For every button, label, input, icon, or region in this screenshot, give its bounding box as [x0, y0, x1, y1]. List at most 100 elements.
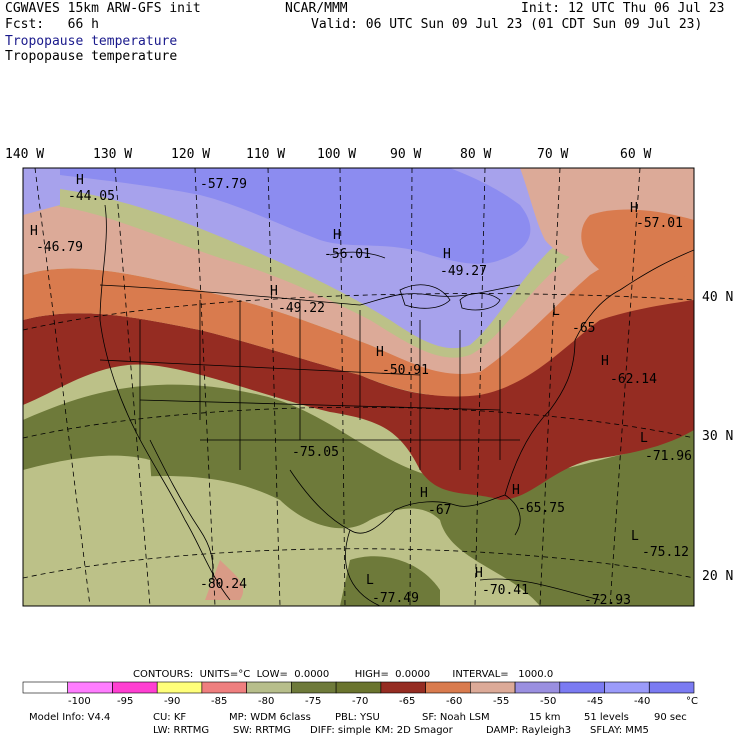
footer-item: 90 sec	[654, 712, 687, 723]
colorbar-swatch	[201, 681, 247, 694]
extremum-symbol: L	[631, 529, 639, 544]
footer-item: MP: WDM 6class	[229, 712, 311, 723]
extremum-symbol: H	[270, 284, 278, 299]
extremum-value: -77.49	[372, 591, 419, 606]
colorbar-swatch	[425, 681, 471, 694]
extremum-value: -56.01	[324, 247, 371, 262]
lon-label: 110 W	[246, 147, 286, 162]
footer-item: DAMP: Rayleigh3	[486, 725, 572, 736]
extremum-value: -49.27	[440, 264, 487, 279]
field-title-secondary: Tropopause temperature	[5, 49, 178, 64]
extremum-value: -50.91	[382, 363, 429, 378]
extremum-symbol: H	[30, 224, 38, 239]
footer-item: 51 levels	[584, 712, 629, 723]
extremum-symbol: L	[640, 431, 648, 446]
extremum-value: -57.01	[636, 216, 683, 231]
colorbar-swatch	[112, 681, 158, 694]
lat-label: 20 N	[702, 569, 734, 584]
colorbar-label: -40	[634, 696, 651, 707]
colorbar-label: -75	[305, 696, 322, 707]
lat-label: 40 N	[702, 290, 734, 305]
shaded-field	[23, 168, 694, 606]
extremum-value: -44.05	[68, 189, 115, 204]
colorbar-swatch	[469, 681, 516, 694]
extremum-value: -49.22	[278, 301, 325, 316]
lon-label: 140 W	[5, 147, 45, 162]
footer-item: 15 km	[529, 712, 561, 723]
colorbar-label: -90	[164, 696, 181, 707]
colorbar-swatch	[291, 681, 337, 694]
footer-item: CU: KF	[153, 712, 187, 723]
colorbar-unit: °C	[686, 696, 698, 707]
footer-item: KM: 2D Smagor	[375, 725, 453, 736]
colorbar-swatch	[335, 681, 382, 694]
colorbar-swatch	[246, 681, 292, 694]
footer-item: SFLAY: MM5	[590, 725, 649, 736]
extremum-value: -80.24	[200, 577, 247, 592]
extremum-value: -70.41	[482, 583, 529, 598]
footer-item: LW: RRTMG	[153, 725, 210, 736]
colorbar-swatch	[559, 681, 605, 694]
extremum-value: -71.96	[645, 449, 692, 464]
extremum-symbol: H	[443, 247, 451, 262]
lon-label: 120 W	[171, 147, 211, 162]
forecast-hour: Fcst: 66 h	[5, 17, 99, 32]
extremum-symbol: H	[601, 354, 609, 369]
contours-info: CONTOURS: UNITS=°C LOW= 0.0000 HIGH= 0.0…	[133, 669, 554, 680]
colorbar-swatch	[67, 681, 113, 694]
init-time: Init: 12 UTC Thu 06 Jul 23	[521, 1, 725, 16]
lon-label: 70 W	[537, 147, 569, 162]
extremum-symbol: L	[366, 573, 374, 588]
field-title-primary: Tropopause temperature	[5, 34, 178, 49]
extremum-symbol: H	[630, 201, 638, 216]
extremum-value: -57.79	[200, 177, 247, 192]
extremum-value: -72.93	[584, 593, 631, 608]
extremum-value: -75.12	[642, 545, 689, 560]
colorbar-swatch	[648, 681, 695, 694]
footer-item: DIFF: simple	[310, 725, 371, 736]
colorbar-swatch	[156, 681, 203, 694]
extremum-symbol: H	[333, 228, 341, 243]
extremum-symbol: H	[512, 483, 520, 498]
footer-item: Model Info: V4.4	[29, 712, 111, 723]
colorbar-label: -60	[446, 696, 463, 707]
extrema-labels: H -44.05 -57.79 H -46.79 H -56.01 H -49.…	[30, 173, 692, 608]
extremum-symbol: H	[376, 345, 384, 360]
colorbar-swatch	[514, 681, 561, 694]
extremum-symbol: L	[552, 304, 560, 319]
lon-label: 100 W	[317, 147, 357, 162]
colorbar-label: -55	[493, 696, 510, 707]
extremum-value: -75.05	[292, 445, 339, 460]
colorbar-label: -95	[117, 696, 134, 707]
colorbar	[22, 681, 695, 694]
organization: NCAR/MMM	[285, 1, 348, 16]
colorbar-label: -45	[587, 696, 604, 707]
colorbar-label: -100	[68, 696, 91, 707]
valid-time: Valid: 06 UTC Sun 09 Jul 23 (01 CDT Sun …	[311, 17, 703, 32]
colorbar-label: -65	[399, 696, 416, 707]
lat-label: 30 N	[702, 429, 734, 444]
colorbar-swatch	[22, 681, 69, 694]
extremum-symbol: H	[76, 173, 84, 188]
colorbar-label: -80	[258, 696, 275, 707]
lon-label: 60 W	[620, 147, 652, 162]
colorbar-swatch	[604, 681, 650, 694]
footer-item: PBL: YSU	[335, 712, 380, 723]
extremum-symbol: H	[475, 566, 483, 581]
colorbar-label: -50	[540, 696, 557, 707]
extremum-symbol: H	[420, 486, 428, 501]
footer-item: SW: RRTMG	[233, 725, 291, 736]
colorbar-label: -70	[352, 696, 369, 707]
extremum-value: -62.14	[610, 372, 657, 387]
lon-label: 90 W	[390, 147, 422, 162]
colorbar-swatch	[380, 681, 426, 694]
colorbar-label: -85	[211, 696, 228, 707]
extremum-value: -65.75	[518, 501, 565, 516]
map-frame	[22, 167, 695, 607]
footer-item: SF: Noah LSM	[422, 712, 490, 723]
lon-label: 130 W	[93, 147, 133, 162]
extremum-value: -67	[428, 503, 451, 518]
lon-label: 80 W	[460, 147, 492, 162]
model-title: CGWAVES 15km ARW-GFS init	[5, 1, 201, 16]
